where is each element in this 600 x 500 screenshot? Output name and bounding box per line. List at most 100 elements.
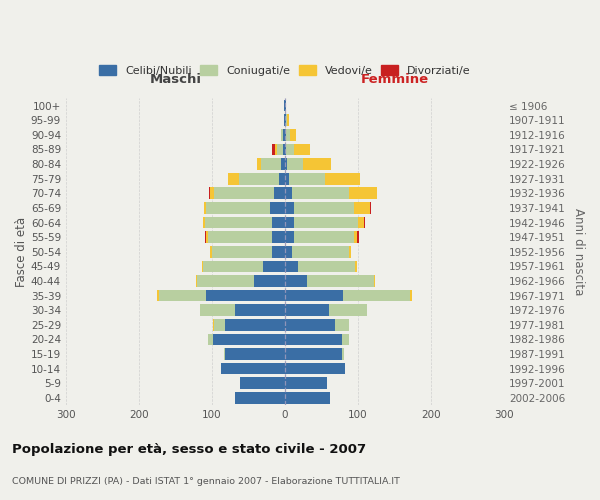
Bar (284, 114, 285, 126)
Bar (203, 260, 263, 272)
Bar (272, 232, 285, 243)
Bar (285, 173, 289, 184)
Bar (203, 216, 205, 228)
Bar (285, 100, 286, 112)
Y-axis label: Fasce di età: Fasce di età (15, 216, 28, 287)
Y-axis label: Anni di nascita: Anni di nascita (572, 208, 585, 296)
Bar (239, 173, 279, 184)
Bar (263, 260, 285, 272)
Bar (281, 129, 283, 140)
Bar (285, 144, 286, 156)
Bar (285, 348, 342, 360)
Bar (271, 202, 285, 214)
Bar (286, 144, 293, 156)
Bar (206, 290, 285, 302)
Bar (292, 246, 349, 258)
Bar (290, 129, 296, 140)
Bar (277, 144, 283, 156)
Bar (214, 334, 285, 345)
Bar (254, 275, 285, 287)
Bar (285, 334, 342, 345)
Bar (335, 319, 349, 330)
Bar (364, 216, 365, 228)
Bar (349, 188, 377, 199)
Bar (212, 319, 214, 330)
Bar (353, 232, 357, 243)
Bar (211, 246, 212, 258)
Bar (293, 144, 310, 156)
Bar (221, 363, 285, 374)
Bar (212, 246, 272, 258)
Bar (204, 202, 206, 214)
Bar (224, 348, 225, 360)
Bar (410, 290, 412, 302)
Bar (285, 158, 287, 170)
Bar (235, 392, 285, 404)
Bar (285, 202, 293, 214)
Bar (342, 348, 344, 360)
Bar (357, 232, 359, 243)
Bar (281, 158, 285, 170)
Bar (325, 173, 360, 184)
Bar (279, 173, 285, 184)
Bar (285, 188, 292, 199)
Bar (206, 202, 271, 214)
Bar (349, 246, 352, 258)
Bar (275, 144, 277, 156)
Bar (285, 392, 330, 404)
Bar (285, 216, 293, 228)
Bar (257, 158, 261, 170)
Bar (205, 232, 206, 243)
Bar (289, 173, 325, 184)
Bar (293, 216, 358, 228)
Bar (209, 188, 211, 199)
Legend: Celibi/Nubili, Coniugati/e, Vedovi/e, Divorziati/e: Celibi/Nubili, Coniugati/e, Vedovi/e, Di… (95, 61, 475, 80)
Text: Femmine: Femmine (361, 73, 428, 86)
Bar (239, 378, 285, 389)
Bar (283, 144, 285, 156)
Bar (206, 232, 208, 243)
Bar (343, 290, 410, 302)
Bar (329, 304, 367, 316)
Text: COMUNE DI PRIZZI (PA) - Dati ISTAT 1° gennaio 2007 - Elaborazione TUTTITALIA.IT: COMUNE DI PRIZZI (PA) - Dati ISTAT 1° ge… (12, 477, 400, 486)
Bar (286, 129, 290, 140)
Bar (353, 202, 370, 214)
Bar (272, 144, 275, 156)
Bar (286, 114, 287, 126)
Bar (205, 216, 272, 228)
Bar (285, 378, 327, 389)
Bar (235, 304, 285, 316)
Bar (228, 173, 239, 184)
Bar (287, 114, 289, 126)
Bar (307, 275, 374, 287)
Bar (285, 363, 345, 374)
Bar (293, 232, 353, 243)
Bar (211, 188, 214, 199)
Bar (197, 275, 254, 287)
Text: Popolazione per età, sesso e stato civile - 2007: Popolazione per età, sesso e stato civil… (12, 442, 366, 456)
Bar (342, 334, 349, 345)
Bar (208, 232, 272, 243)
Bar (355, 260, 357, 272)
Bar (158, 290, 206, 302)
Bar (283, 129, 285, 140)
Bar (196, 275, 197, 287)
Bar (370, 202, 371, 214)
Bar (374, 275, 376, 287)
Bar (293, 202, 353, 214)
Bar (261, 158, 281, 170)
Bar (303, 158, 331, 170)
Bar (208, 334, 214, 345)
Bar (225, 319, 285, 330)
Bar (285, 114, 286, 126)
Bar (285, 129, 286, 140)
Bar (285, 319, 335, 330)
Bar (285, 290, 343, 302)
Bar (285, 260, 298, 272)
Bar (157, 290, 158, 302)
Bar (272, 246, 285, 258)
Bar (200, 304, 235, 316)
Bar (272, 216, 285, 228)
Bar (285, 275, 307, 287)
Bar (285, 232, 293, 243)
